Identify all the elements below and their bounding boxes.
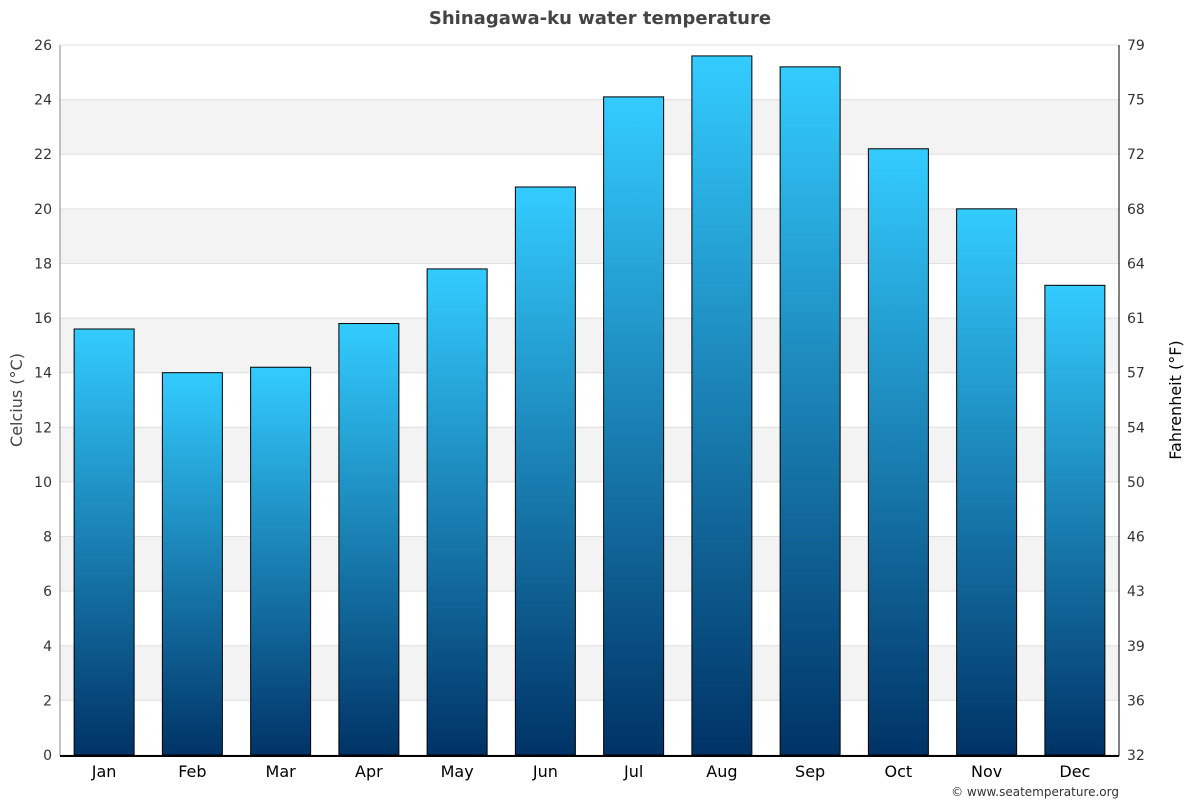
grid-band xyxy=(60,318,1119,373)
x-tick-label: Jun xyxy=(532,762,558,781)
y-tick-label: 10 xyxy=(34,475,52,491)
bar-mar xyxy=(250,366,312,756)
x-tick-label: Oct xyxy=(885,762,913,781)
y-tick-label: 4 xyxy=(43,639,52,655)
y-tick-label: 18 xyxy=(34,256,52,272)
y-tick-label: 6 xyxy=(43,584,52,600)
y2-tick-label: 46 xyxy=(1127,530,1145,546)
bar-jul xyxy=(603,96,665,756)
bar-nov xyxy=(956,208,1018,756)
y2-tick-label: 64 xyxy=(1127,256,1145,272)
x-tick-label: Mar xyxy=(266,762,297,781)
y2-axis-label: Fahrenheit (°F) xyxy=(1166,340,1185,459)
y-tick-label: 12 xyxy=(34,420,52,436)
y2-tick-label: 39 xyxy=(1127,639,1145,655)
bar-may xyxy=(426,268,488,756)
bar-feb xyxy=(161,372,223,756)
y-tick-label: 2 xyxy=(43,693,52,709)
grid-band xyxy=(60,645,1119,701)
chart-title: Shinagawa-ku water temperature xyxy=(429,8,771,29)
y-axis-label: Celcius (°C) xyxy=(7,353,26,447)
bar-dec xyxy=(1044,284,1106,756)
credit: © www.seatemperature.org xyxy=(951,785,1119,799)
bar-jan xyxy=(73,328,135,756)
y2-tick-label: 79 xyxy=(1127,38,1145,54)
x-tick-label: Dec xyxy=(1059,762,1090,781)
x-tick-label: Jan xyxy=(91,762,117,781)
grid-band xyxy=(60,536,1119,592)
y2-tick-label: 68 xyxy=(1127,202,1145,218)
y-tick-label: 16 xyxy=(34,311,52,327)
y2-tick-label: 50 xyxy=(1127,475,1145,491)
x-tick-label: Apr xyxy=(355,762,383,781)
x-tick-label: Jul xyxy=(623,762,643,781)
bar-sep xyxy=(779,66,841,756)
bar-aug xyxy=(691,55,753,756)
y-tick-label: 20 xyxy=(34,202,52,218)
y-tick-label: 26 xyxy=(34,38,52,54)
x-tick-label: Aug xyxy=(706,762,737,781)
y2-tick-label: 36 xyxy=(1127,693,1145,709)
x-tick-label: Nov xyxy=(971,762,1002,781)
grid-band xyxy=(60,427,1119,482)
y2-tick-label: 57 xyxy=(1127,366,1145,382)
y-tick-label: 0 xyxy=(43,748,52,764)
y2-tick-label: 75 xyxy=(1127,93,1145,109)
x-tick-label: May xyxy=(441,762,474,781)
bar-apr xyxy=(338,323,400,756)
y2-tick-label: 61 xyxy=(1127,311,1145,327)
y-tick-label: 8 xyxy=(43,530,52,546)
y2-tick-label: 54 xyxy=(1127,420,1145,436)
x-tick-label: Sep xyxy=(795,762,825,781)
y-tick-label: 14 xyxy=(34,366,52,382)
y2-tick-label: 32 xyxy=(1127,748,1145,764)
bar-jun xyxy=(514,186,576,756)
y-tick-label: 24 xyxy=(34,93,52,109)
y2-tick-label: 72 xyxy=(1127,147,1145,163)
y2-tick-label: 43 xyxy=(1127,584,1145,600)
grid-band xyxy=(60,208,1119,264)
grid-band xyxy=(60,99,1119,155)
bar-oct xyxy=(867,148,929,756)
x-tick-label: Feb xyxy=(178,762,206,781)
y-tick-label: 22 xyxy=(34,147,52,163)
